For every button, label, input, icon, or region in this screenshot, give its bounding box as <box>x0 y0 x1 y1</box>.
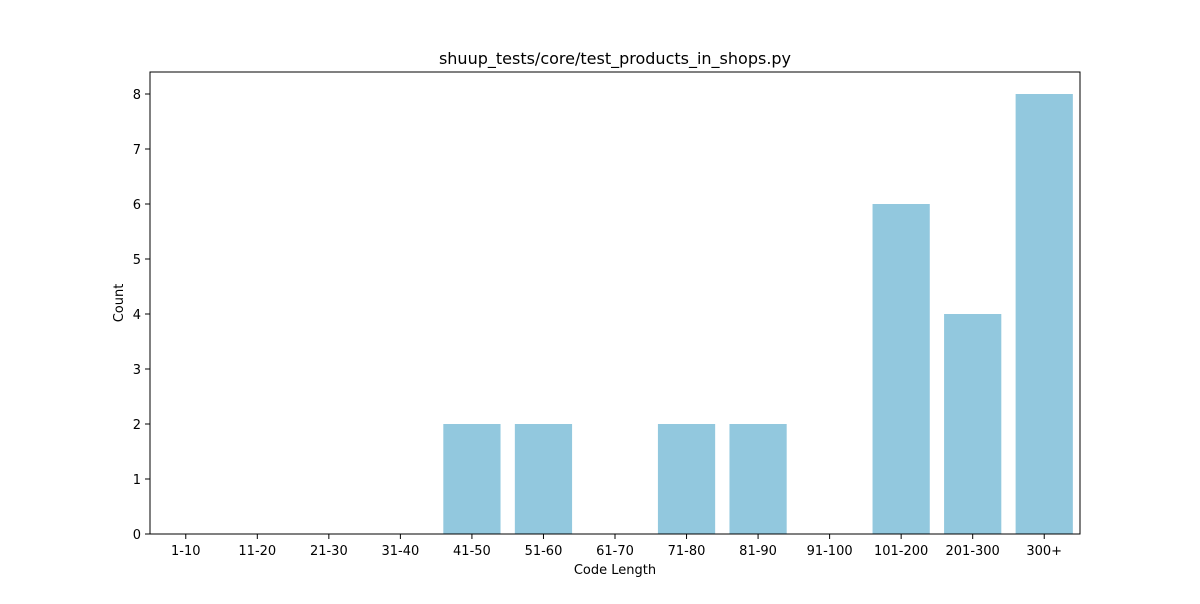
x-tick-label: 11-20 <box>238 544 276 559</box>
chart-title: shuup_tests/core/test_products_in_shops.… <box>439 49 791 69</box>
x-axis-label: Code Length <box>574 563 656 578</box>
x-tick-label: 51-60 <box>525 544 563 559</box>
x-tick-label: 91-100 <box>807 544 853 559</box>
bar-41-50 <box>443 424 501 534</box>
x-tick-label: 71-80 <box>668 544 706 559</box>
bar-51-60 <box>514 424 573 534</box>
y-tick-label: 2 <box>133 418 141 433</box>
x-tick-label: 81-90 <box>739 544 777 559</box>
y-tick-label: 0 <box>133 528 141 543</box>
x-tick-label: 61-70 <box>596 544 634 559</box>
y-tick-label: 4 <box>133 308 141 323</box>
y-axis-label: Count <box>112 284 127 323</box>
y-tick-label: 5 <box>133 253 141 268</box>
y-tick-label: 7 <box>133 143 141 158</box>
x-tick-label: 41-50 <box>453 544 491 559</box>
x-tick-label: 300+ <box>1026 544 1062 559</box>
bar-71-80 <box>657 424 716 534</box>
bar-201-300 <box>944 314 1002 534</box>
x-tick-label: 31-40 <box>381 544 419 559</box>
bar-300+ <box>1015 94 1073 534</box>
bars-layer <box>443 94 1073 534</box>
x-axis-ticks: 1-10 11-20 21-30 31-40 41-50 51-60 61-70 71-80 8… <box>171 534 1062 559</box>
bar-101-200 <box>872 204 930 534</box>
bar-81-90 <box>729 424 787 534</box>
y-tick-label: 8 <box>133 88 141 103</box>
y-tick-label: 3 <box>133 363 141 378</box>
x-tick-label: 201-300 <box>946 544 1000 559</box>
y-axis-ticks: 0 1 2 3 4 5 6 7 8 <box>133 88 150 543</box>
x-tick-label: 101-200 <box>874 544 928 559</box>
x-tick-label: 21-30 <box>310 544 348 559</box>
x-tick-label: 1-10 <box>171 544 201 559</box>
y-tick-label: 6 <box>133 198 141 213</box>
plot-frame <box>149 71 1081 535</box>
y-tick-label: 1 <box>133 473 141 488</box>
